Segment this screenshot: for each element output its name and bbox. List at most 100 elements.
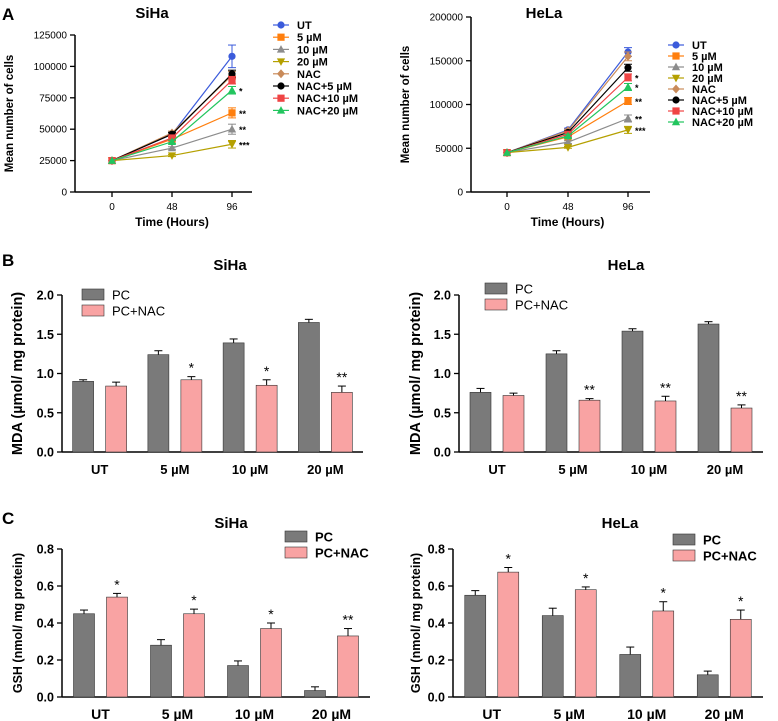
y-tick-label: 25000 [39, 156, 67, 167]
y-tick-label: 0.8 [37, 543, 54, 557]
y-tick-label: 0.0 [428, 691, 445, 705]
bar-pc-nac [652, 610, 675, 698]
data-point [228, 70, 236, 78]
significance-label: *** [635, 126, 646, 136]
data-point [502, 148, 512, 156]
legend-marker [277, 21, 285, 29]
x-tick-label: UT [488, 462, 505, 477]
y-tick-label: 1.5 [37, 328, 54, 342]
panel-label-c: C [2, 509, 14, 528]
x-tick-label: 10 µM [631, 462, 667, 477]
y-tick-label: 0.0 [37, 691, 54, 705]
x-tick-label: UT [91, 706, 110, 721]
legend-label: PC+NAC [515, 298, 568, 313]
y-axis-label: GSH (nmol/ mg protein) [11, 553, 25, 693]
bar-pc [621, 330, 644, 453]
legend-marker [672, 84, 680, 94]
data-point [227, 141, 237, 149]
bar-pc-nac [105, 385, 127, 453]
significance-label: * [583, 570, 589, 586]
data-point [623, 82, 633, 91]
chart-title: SiHa [214, 515, 248, 532]
significance-label: ** [343, 612, 354, 628]
data-point [167, 152, 177, 160]
significance-label: * [264, 363, 270, 379]
series-2: ** [502, 114, 643, 156]
x-tick-label: 48 [166, 202, 178, 213]
significance-label: ** [635, 97, 643, 107]
legend-swatch [484, 298, 508, 311]
significance-label: * [189, 360, 195, 376]
legend-swatch [81, 304, 105, 317]
legend-label: NAC+5 µM [297, 81, 352, 93]
chart-b1: SiHa 0.0 0.5 1.0 1.5 2.0 MDA (µmol/ mg protein… [10, 257, 363, 477]
significance-label: * [268, 606, 274, 622]
y-tick-label: 0.2 [37, 654, 54, 668]
y-tick-label: 75000 [39, 93, 67, 104]
y-axis-label: MDA (µmol/ mg protein) [10, 292, 26, 455]
series-2: ** [107, 123, 247, 164]
bar-pc-nac [337, 635, 359, 698]
chart-a1: SiHa 0 25000 50000 75000 100000 125000 Mean num… [4, 5, 358, 229]
legend-marker [277, 69, 285, 79]
y-tick-label: 0.6 [37, 580, 54, 594]
y-tick-label: 0.5 [37, 406, 54, 420]
bar-pc-nac [502, 395, 525, 453]
legend-marker [276, 106, 286, 114]
bar-pc [150, 644, 172, 698]
data-point [624, 97, 632, 105]
bar-pc [73, 613, 95, 698]
x-tick-label: 96 [622, 202, 634, 213]
bar-pc [227, 665, 249, 698]
y-tick-label: 0.0 [37, 446, 54, 460]
chart-title: HeLa [602, 515, 639, 532]
significance-label: * [506, 551, 512, 567]
chart-b2: HeLa 0.0 0.5 1.0 1.5 2.0 MDA (µmol/ mg protein… [408, 257, 763, 477]
y-tick-label: 100000 [34, 62, 68, 73]
legend-marker [277, 82, 285, 90]
legend-label: 20 µM [692, 73, 723, 85]
x-tick-label: 10 µM [232, 462, 268, 477]
x-tick-label: 20 µM [312, 706, 351, 721]
y-tick-label: 50000 [39, 125, 67, 136]
bar-pc [469, 392, 492, 453]
legend-label: 10 µM [297, 44, 328, 56]
legend-label: NAC+10 µM [297, 93, 358, 105]
significance-label: ** [736, 388, 747, 404]
legend-label: PC [703, 533, 722, 548]
series-7: * [502, 82, 639, 156]
significance-label: ** [239, 125, 247, 135]
legend-marker [671, 62, 681, 71]
data-point [624, 64, 632, 72]
bar-pc [545, 353, 568, 453]
x-tick-label: 10 µM [627, 706, 666, 721]
legend-marker [671, 117, 681, 126]
chart-title: SiHa [213, 257, 247, 274]
legend-marker [277, 33, 285, 41]
panel-label-b: B [2, 251, 14, 270]
legend-label: PC+NAC [703, 549, 757, 564]
x-tick-label: 5 µM [160, 462, 189, 477]
legend-label: 5 µM [297, 32, 322, 44]
x-tick-label: UT [482, 706, 501, 721]
x-tick-label: 5 µM [558, 462, 587, 477]
y-tick-label: 1.0 [434, 367, 451, 381]
legend-label: 5 µM [692, 51, 717, 63]
y-tick-label: 0.2 [428, 654, 445, 668]
bar-pc-nac [255, 384, 278, 453]
bar-pc [147, 354, 170, 453]
bar-pc [304, 690, 326, 698]
data-point [563, 131, 573, 140]
significance-label: ** [239, 109, 247, 119]
y-tick-label: 1.5 [434, 328, 451, 342]
y-axis-label: MDA (µmol/ mg protein) [408, 292, 424, 455]
legend-label: UT [297, 20, 312, 32]
y-axis-label: Mean number of cells [400, 46, 412, 164]
bar-pc-nac [729, 618, 752, 698]
y-axis-label: GSH (nmol/ mg protein) [409, 553, 423, 693]
y-tick-label: 2.0 [37, 289, 54, 303]
y-tick-label: 2.0 [434, 289, 451, 303]
